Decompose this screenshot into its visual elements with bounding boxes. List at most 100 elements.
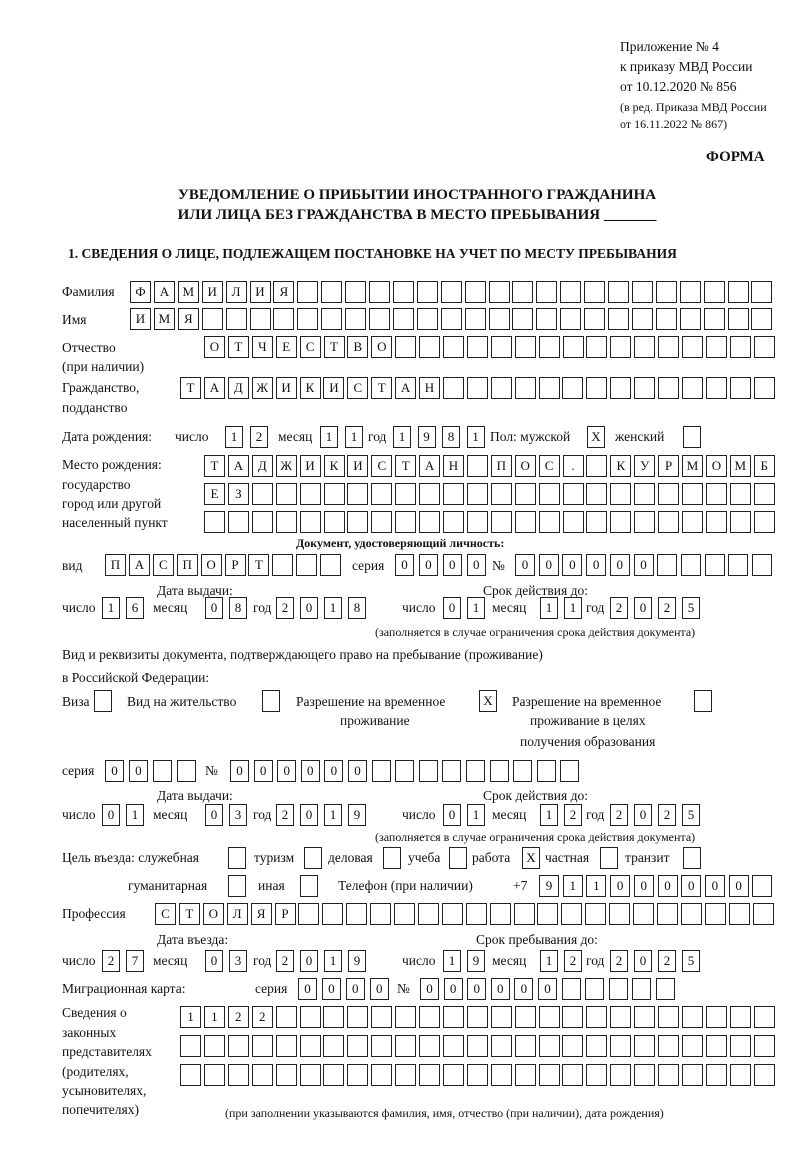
char-box[interactable] — [753, 483, 775, 505]
char-box[interactable] — [536, 308, 558, 330]
char-box[interactable]: 0 — [466, 554, 486, 576]
char-box[interactable] — [729, 483, 751, 505]
char-box[interactable]: 0 — [300, 804, 318, 826]
char-box[interactable] — [609, 903, 631, 925]
char-box[interactable]: 1 — [467, 804, 485, 826]
char-box[interactable] — [416, 308, 438, 330]
char-box[interactable] — [442, 1035, 464, 1057]
char-box[interactable]: С — [371, 455, 393, 477]
char-box[interactable] — [538, 1035, 560, 1057]
char-box[interactable] — [176, 760, 196, 782]
char-box[interactable] — [680, 554, 701, 576]
char-box[interactable] — [272, 554, 294, 576]
char-box[interactable]: 0 — [205, 804, 223, 826]
char-box[interactable] — [488, 308, 510, 330]
char-box[interactable] — [490, 483, 512, 505]
char-box[interactable]: Ж — [275, 455, 297, 477]
char-box[interactable] — [273, 308, 295, 330]
char-box[interactable] — [680, 903, 702, 925]
char-box[interactable]: 8 — [229, 597, 247, 619]
char-box[interactable] — [323, 483, 345, 505]
char-box[interactable]: Н — [419, 377, 440, 399]
char-box[interactable]: 1 — [203, 1006, 225, 1028]
char-box[interactable] — [727, 281, 749, 303]
char-box[interactable] — [323, 511, 345, 533]
char-box[interactable]: С — [299, 336, 321, 358]
char-box[interactable]: Я — [177, 308, 199, 330]
char-box[interactable]: 0 — [369, 978, 389, 1000]
char-box[interactable] — [585, 903, 607, 925]
char-box[interactable] — [634, 336, 656, 358]
char-box[interactable] — [560, 760, 580, 782]
char-box[interactable] — [440, 281, 462, 303]
char-box[interactable] — [440, 308, 462, 330]
char-box[interactable] — [442, 1006, 464, 1028]
char-box[interactable]: Р — [224, 554, 246, 576]
char-box[interactable]: Т — [178, 903, 200, 925]
char-box[interactable]: 0 — [300, 950, 318, 972]
char-box[interactable] — [681, 1035, 703, 1057]
char-box[interactable] — [466, 336, 488, 358]
char-box[interactable] — [536, 281, 558, 303]
char-box[interactable] — [251, 1035, 273, 1057]
char-box[interactable] — [419, 1006, 440, 1028]
char-box[interactable] — [586, 455, 608, 477]
char-box[interactable]: 8 — [442, 426, 460, 448]
checkbox-cell[interactable] — [94, 690, 112, 712]
char-box[interactable] — [655, 308, 677, 330]
char-box[interactable] — [395, 1064, 417, 1086]
char-box[interactable]: 1 — [225, 426, 243, 448]
char-box[interactable]: 0 — [300, 760, 320, 782]
char-box[interactable]: 0 — [253, 760, 273, 782]
char-box[interactable] — [705, 483, 727, 505]
char-box[interactable] — [395, 483, 417, 505]
char-box[interactable]: 0 — [490, 978, 510, 1000]
char-box[interactable] — [752, 875, 773, 897]
char-box[interactable] — [705, 1006, 727, 1028]
char-box[interactable] — [656, 978, 675, 1000]
char-box[interactable] — [490, 377, 512, 399]
char-box[interactable] — [419, 511, 441, 533]
char-box[interactable] — [443, 336, 464, 358]
char-box[interactable] — [419, 1064, 440, 1086]
char-box[interactable] — [658, 336, 680, 358]
char-box[interactable] — [682, 511, 703, 533]
char-box[interactable]: И — [201, 281, 223, 303]
char-box[interactable] — [634, 511, 656, 533]
char-box[interactable]: 7 — [126, 950, 144, 972]
char-box[interactable] — [608, 308, 629, 330]
char-box[interactable]: И — [299, 455, 321, 477]
char-box[interactable] — [347, 1064, 369, 1086]
char-box[interactable] — [584, 281, 606, 303]
char-box[interactable] — [371, 1035, 393, 1057]
char-box[interactable] — [227, 1035, 249, 1057]
char-box[interactable] — [345, 308, 367, 330]
char-box[interactable]: . — [562, 455, 584, 477]
char-box[interactable]: 0 — [230, 760, 249, 782]
char-box[interactable] — [251, 483, 273, 505]
char-box[interactable] — [466, 511, 488, 533]
char-box[interactable] — [705, 1064, 727, 1086]
char-box[interactable] — [416, 281, 438, 303]
char-box[interactable] — [441, 903, 463, 925]
char-box[interactable]: А — [203, 377, 225, 399]
char-box[interactable] — [297, 308, 319, 330]
char-box[interactable] — [442, 1064, 464, 1086]
char-box[interactable] — [634, 1006, 656, 1028]
char-box[interactable] — [395, 1006, 417, 1028]
char-box[interactable] — [751, 308, 773, 330]
char-box[interactable]: Ж — [251, 377, 273, 399]
char-box[interactable] — [727, 308, 749, 330]
char-box[interactable] — [490, 511, 512, 533]
char-box[interactable]: 2 — [102, 950, 120, 972]
char-box[interactable]: 0 — [514, 978, 534, 1000]
char-box[interactable]: 0 — [324, 760, 344, 782]
checkbox-cell[interactable] — [262, 690, 280, 712]
char-box[interactable] — [203, 1064, 225, 1086]
char-box[interactable]: П — [490, 455, 512, 477]
char-box[interactable]: 2 — [610, 597, 628, 619]
char-box[interactable]: 5 — [682, 597, 700, 619]
char-box[interactable] — [297, 281, 319, 303]
char-box[interactable] — [395, 1035, 417, 1057]
char-box[interactable] — [466, 1064, 488, 1086]
